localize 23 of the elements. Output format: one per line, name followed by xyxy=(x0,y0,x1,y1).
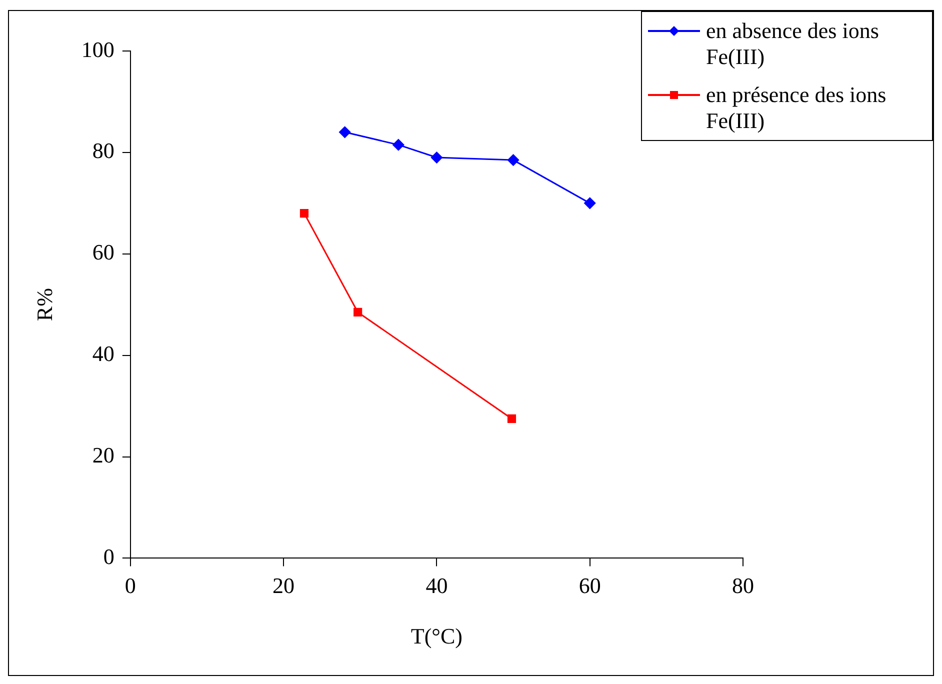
point xyxy=(392,139,404,151)
point xyxy=(430,152,442,164)
y-tick-label: 60 xyxy=(92,240,114,265)
y-tick-label: 80 xyxy=(92,138,114,164)
point xyxy=(300,209,309,218)
legend-label: en absence des ions Fe(III) xyxy=(706,18,880,70)
legend-label: en présence des ions Fe(III) xyxy=(706,82,888,134)
point xyxy=(354,308,362,316)
point xyxy=(508,154,520,166)
x-tick-label: 40 xyxy=(426,573,448,598)
point xyxy=(584,197,596,209)
point xyxy=(507,414,516,424)
y-axis-title: R% xyxy=(32,288,57,322)
y-tick-label: 100 xyxy=(81,36,114,62)
y-tick-label: 40 xyxy=(92,341,114,366)
x-tick-label: 0 xyxy=(124,573,136,598)
x-tick-label: 20 xyxy=(272,573,295,598)
y-tick-label: 0 xyxy=(103,544,114,569)
x-tick-label: 60 xyxy=(578,573,601,598)
point xyxy=(339,126,351,138)
x-axis-title: T(°C) xyxy=(410,624,462,649)
x-tick-label: 80 xyxy=(732,573,754,598)
y-tick-label: 20 xyxy=(92,442,114,468)
